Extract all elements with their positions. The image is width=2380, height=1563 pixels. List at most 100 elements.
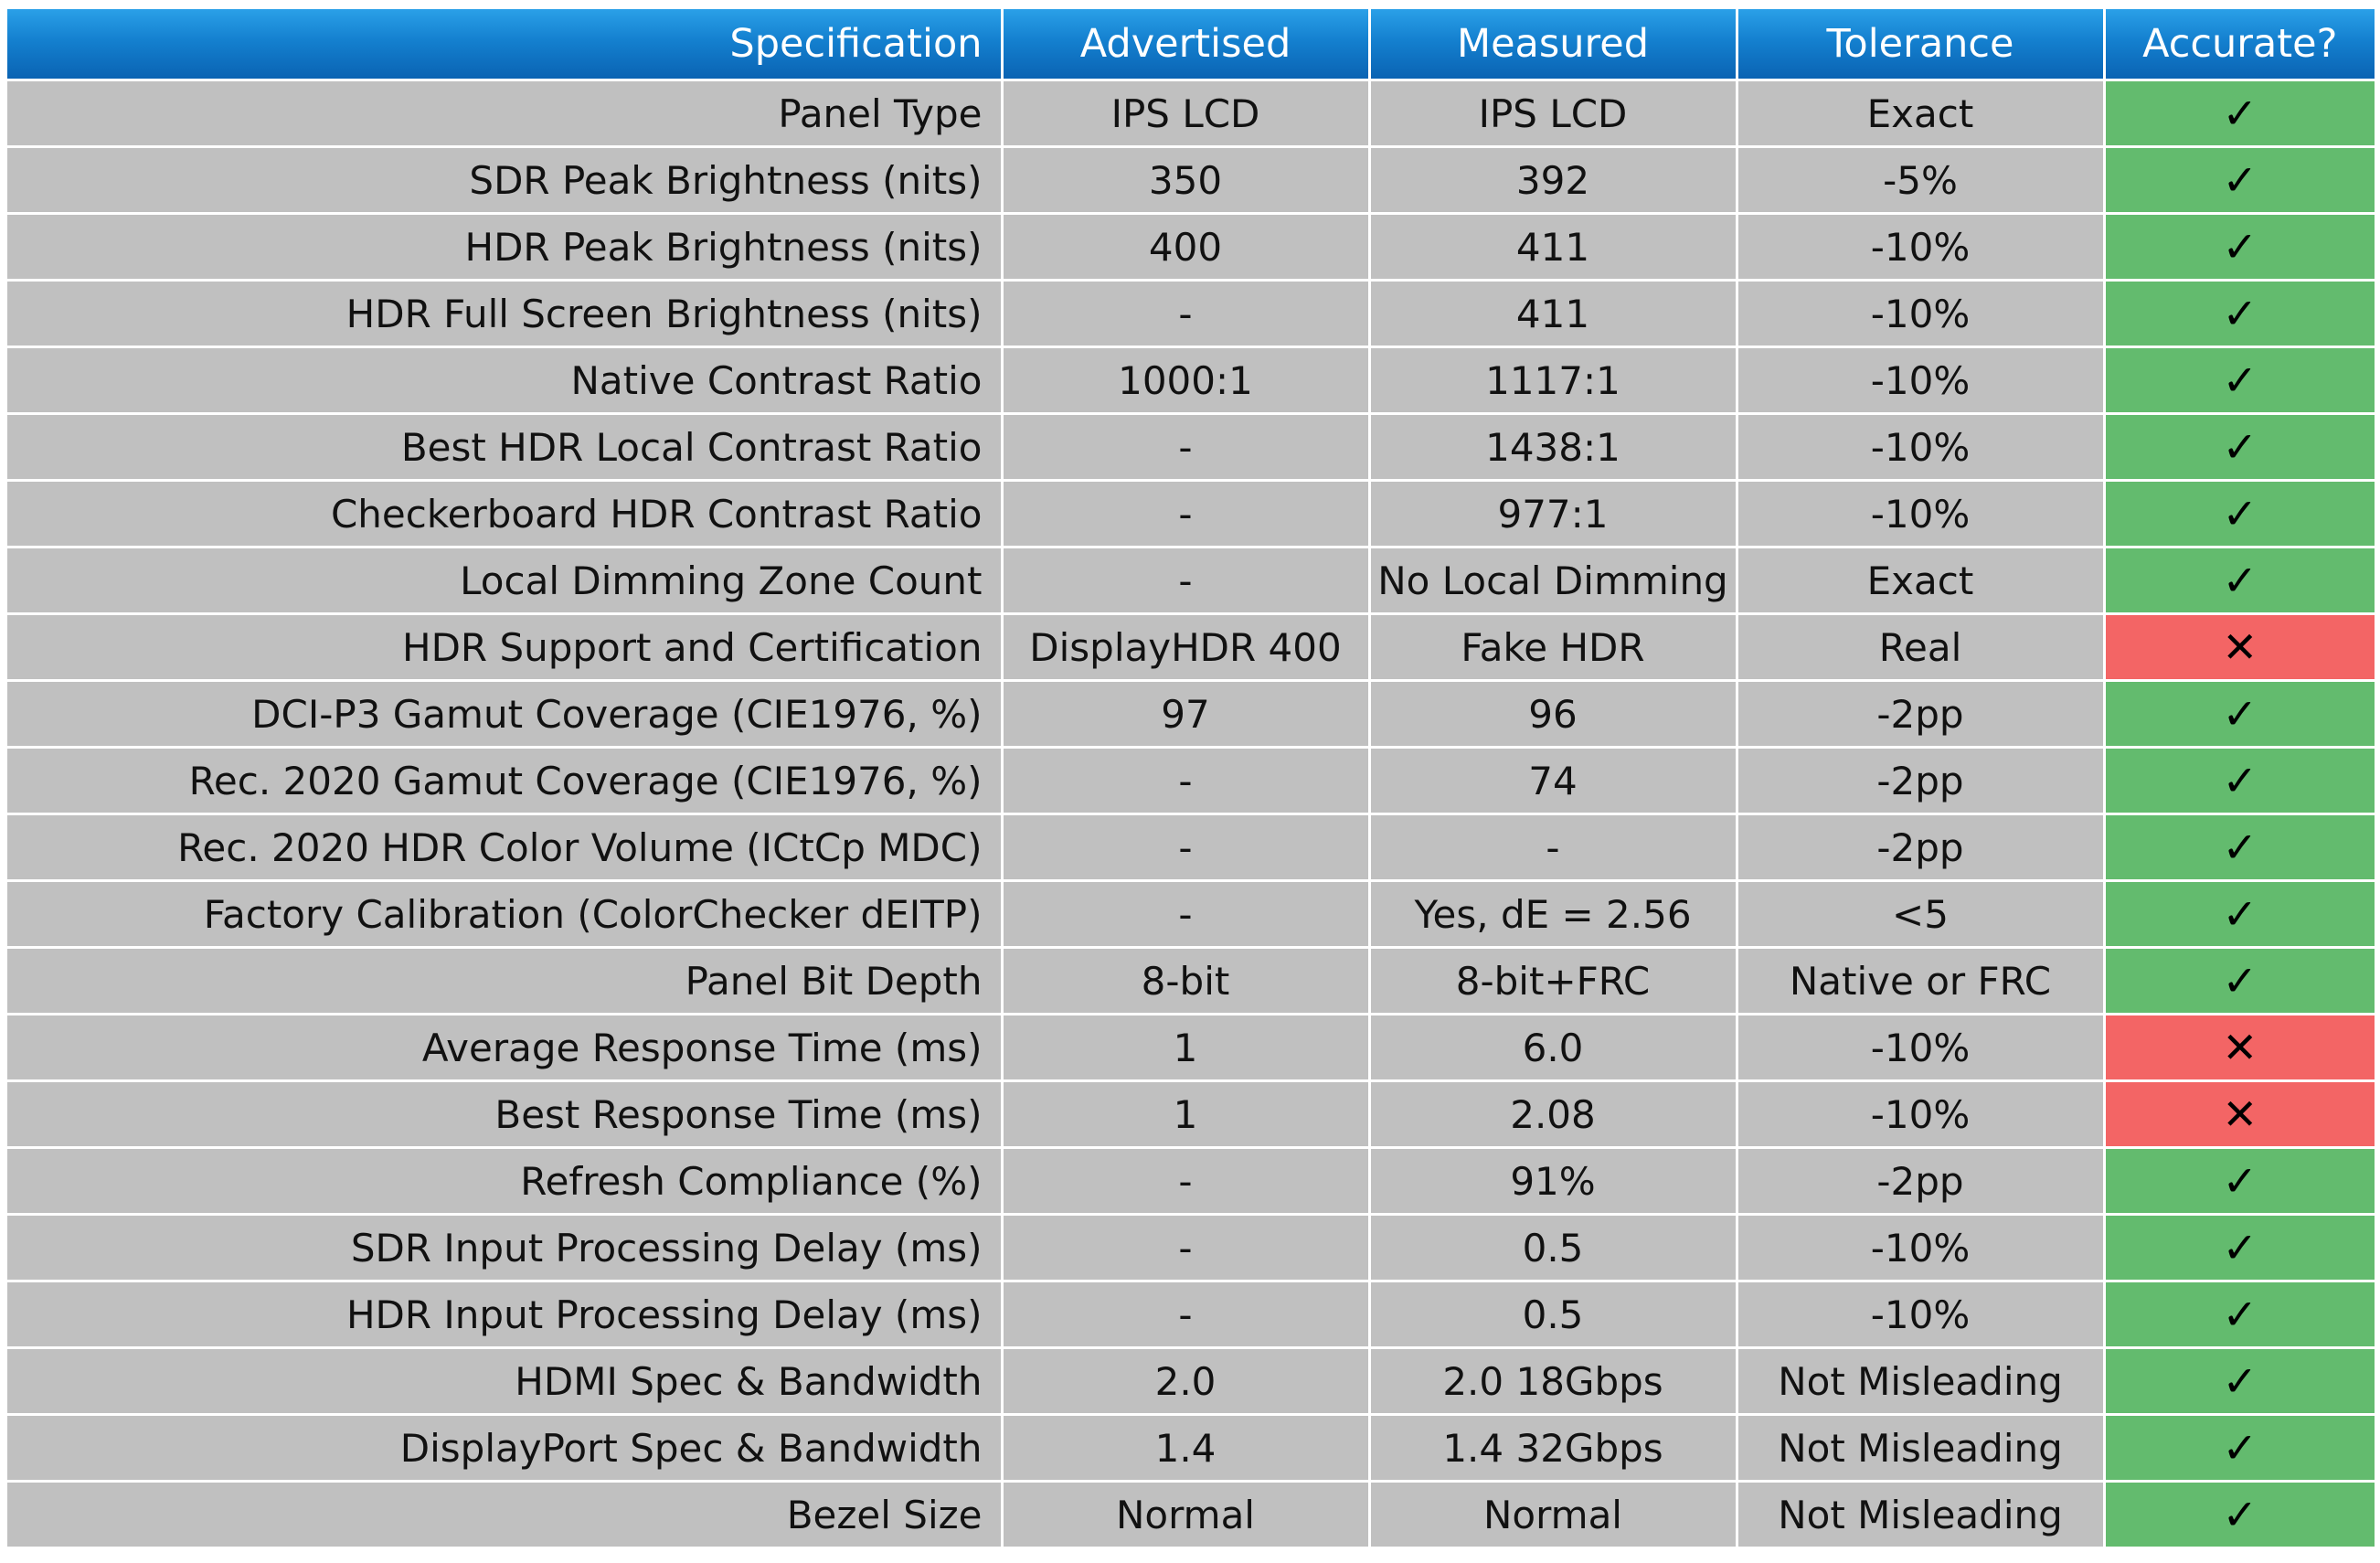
table-row: Bezel Size Normal Normal Not Misleading ✓: [7, 1481, 2375, 1547]
table-row: Native Contrast Ratio 1000:1 1117:1 -10% ✓: [7, 346, 2375, 415]
cell-measured: 0.5: [1369, 1214, 1738, 1282]
cell-tolerance: -10%: [1737, 213, 2106, 282]
cell-specification: Best Response Time (ms): [7, 1080, 1004, 1149]
check-icon: ✓: [2104, 1147, 2375, 1216]
cell-specification: HDR Input Processing Delay (ms): [7, 1281, 1004, 1349]
cell-measured: 2.0 18Gbps: [1369, 1347, 1738, 1416]
check-icon: ✓: [2104, 480, 2375, 548]
cell-tolerance: -2pp: [1737, 747, 2106, 815]
cross-icon: ✕: [2104, 1014, 2375, 1082]
table-row: SDR Input Processing Delay (ms) -0.5 -10% ✓: [7, 1214, 2375, 1282]
table-row: Local Dimming Zone Count - No Local Dimmin…: [7, 547, 2375, 615]
cell-tolerance: -10%: [1737, 1080, 2106, 1149]
cell-tolerance: Real: [1737, 613, 2106, 682]
cell-tolerance: -10%: [1737, 480, 2106, 548]
cell-measured: IPS LCD: [1369, 80, 1738, 148]
cell-measured: 8-bit+FRC: [1369, 947, 1738, 1015]
cell-advertised: -: [1002, 1214, 1371, 1282]
table-row: DCI-P3 Gamut Coverage (CIE1976, %) 97 96 -2…: [7, 680, 2375, 749]
cell-advertised: Normal: [1002, 1481, 1371, 1547]
cell-tolerance: -5%: [1737, 146, 2106, 215]
check-icon: ✓: [2104, 880, 2375, 949]
cell-tolerance: -10%: [1737, 1214, 2106, 1282]
cell-tolerance: Native or FRC: [1737, 947, 2106, 1015]
cell-specification: Panel Type: [7, 80, 1004, 148]
cell-measured: 411: [1369, 213, 1738, 282]
cell-specification: Bezel Size: [7, 1481, 1004, 1547]
header-measured: Measured: [1369, 9, 1738, 81]
table-row: HDR Support and Certification DisplayHDR …: [7, 613, 2375, 682]
cell-specification: Rec. 2020 Gamut Coverage (CIE1976, %): [7, 747, 1004, 815]
cell-tolerance: -10%: [1737, 413, 2106, 482]
cell-measured: 2.08: [1369, 1080, 1738, 1149]
cell-advertised: -: [1002, 480, 1371, 548]
cross-icon: ✕: [2104, 1080, 2375, 1149]
table-row: Best Response Time (ms) 1 2.08 -10% ✕: [7, 1080, 2375, 1149]
cell-tolerance: -10%: [1737, 346, 2106, 415]
check-icon: ✓: [2104, 747, 2375, 815]
cell-specification: Best HDR Local Contrast Ratio: [7, 413, 1004, 482]
cell-advertised: 8-bit: [1002, 947, 1371, 1015]
cell-advertised: -: [1002, 1281, 1371, 1349]
cell-specification: Rec. 2020 HDR Color Volume (ICtCp MDC): [7, 813, 1004, 882]
cell-tolerance: Not Misleading: [1737, 1414, 2106, 1483]
cell-measured: Yes, dE = 2.56: [1369, 880, 1738, 949]
cell-advertised: 2.0: [1002, 1347, 1371, 1416]
cell-measured: 411: [1369, 280, 1738, 348]
cell-advertised: 1000:1: [1002, 346, 1371, 415]
spec-comparison-table: Specification Advertised Measured Tolera…: [7, 9, 2375, 1547]
cell-specification: HDR Support and Certification: [7, 613, 1004, 682]
cell-tolerance: -10%: [1737, 1014, 2106, 1082]
table-row: HDR Input Processing Delay (ms) -0.5 -10% ✓: [7, 1281, 2375, 1349]
cell-specification: HDR Peak Brightness (nits): [7, 213, 1004, 282]
header-specification: Specification: [7, 9, 1004, 81]
cell-specification: Average Response Time (ms): [7, 1014, 1004, 1082]
cell-tolerance: -2pp: [1737, 680, 2106, 749]
check-icon: ✓: [2104, 80, 2375, 148]
cell-tolerance: -10%: [1737, 1281, 2106, 1349]
check-icon: ✓: [2104, 1414, 2375, 1483]
check-icon: ✓: [2104, 813, 2375, 882]
cell-specification: HDMI Spec & Bandwidth: [7, 1347, 1004, 1416]
cell-advertised: 1: [1002, 1080, 1371, 1149]
cell-measured: 1.4 32Gbps: [1369, 1414, 1738, 1483]
cell-tolerance: Exact: [1737, 547, 2106, 615]
cell-tolerance: <5: [1737, 880, 2106, 949]
table-row: Rec. 2020 HDR Color Volume (ICtCp MDC) - -…: [7, 813, 2375, 882]
table-row: DisplayPort Spec & Bandwidth 1.4 1.4 32Gbp…: [7, 1414, 2375, 1483]
cell-advertised: 1: [1002, 1014, 1371, 1082]
cell-specification: Refresh Compliance (%): [7, 1147, 1004, 1216]
check-icon: ✓: [2104, 346, 2375, 415]
table-row: Panel Type IPS LCD IPS LCD Exact ✓: [7, 80, 2375, 148]
table-row: Checkerboard HDR Contrast Ratio -977:1 -10…: [7, 480, 2375, 548]
check-icon: ✓: [2104, 413, 2375, 482]
cell-measured: Fake HDR: [1369, 613, 1738, 682]
cell-specification: SDR Peak Brightness (nits): [7, 146, 1004, 215]
cell-specification: Local Dimming Zone Count: [7, 547, 1004, 615]
cell-advertised: -: [1002, 1147, 1371, 1216]
check-icon: ✓: [2104, 1281, 2375, 1349]
cell-measured: 74: [1369, 747, 1738, 815]
cell-advertised: 350: [1002, 146, 1371, 215]
check-icon: ✓: [2104, 947, 2375, 1015]
cell-specification: DisplayPort Spec & Bandwidth: [7, 1414, 1004, 1483]
cell-specification: Panel Bit Depth: [7, 947, 1004, 1015]
cell-tolerance: -10%: [1737, 280, 2106, 348]
cell-advertised: DisplayHDR 400: [1002, 613, 1371, 682]
cell-specification: DCI-P3 Gamut Coverage (CIE1976, %): [7, 680, 1004, 749]
header-row: Specification Advertised Measured Tolera…: [7, 9, 2375, 81]
table-body: Panel Type IPS LCD IPS LCD Exact ✓ SDR Peak B…: [7, 80, 2375, 1547]
check-icon: ✓: [2104, 680, 2375, 749]
cell-specification: HDR Full Screen Brightness (nits): [7, 280, 1004, 348]
cell-measured: No Local Dimming: [1369, 547, 1738, 615]
table-row: Panel Bit Depth 8-bit 8-bit+FRC Native or F…: [7, 947, 2375, 1015]
check-icon: ✓: [2104, 213, 2375, 282]
header-advertised: Advertised: [1002, 9, 1371, 81]
cell-advertised: -: [1002, 747, 1371, 815]
table-header: Specification Advertised Measured Tolera…: [7, 9, 2375, 81]
cell-advertised: -: [1002, 280, 1371, 348]
cell-measured: 91%: [1369, 1147, 1738, 1216]
cell-measured: Normal: [1369, 1481, 1738, 1547]
cell-measured: 1117:1: [1369, 346, 1738, 415]
cell-measured: 1438:1: [1369, 413, 1738, 482]
